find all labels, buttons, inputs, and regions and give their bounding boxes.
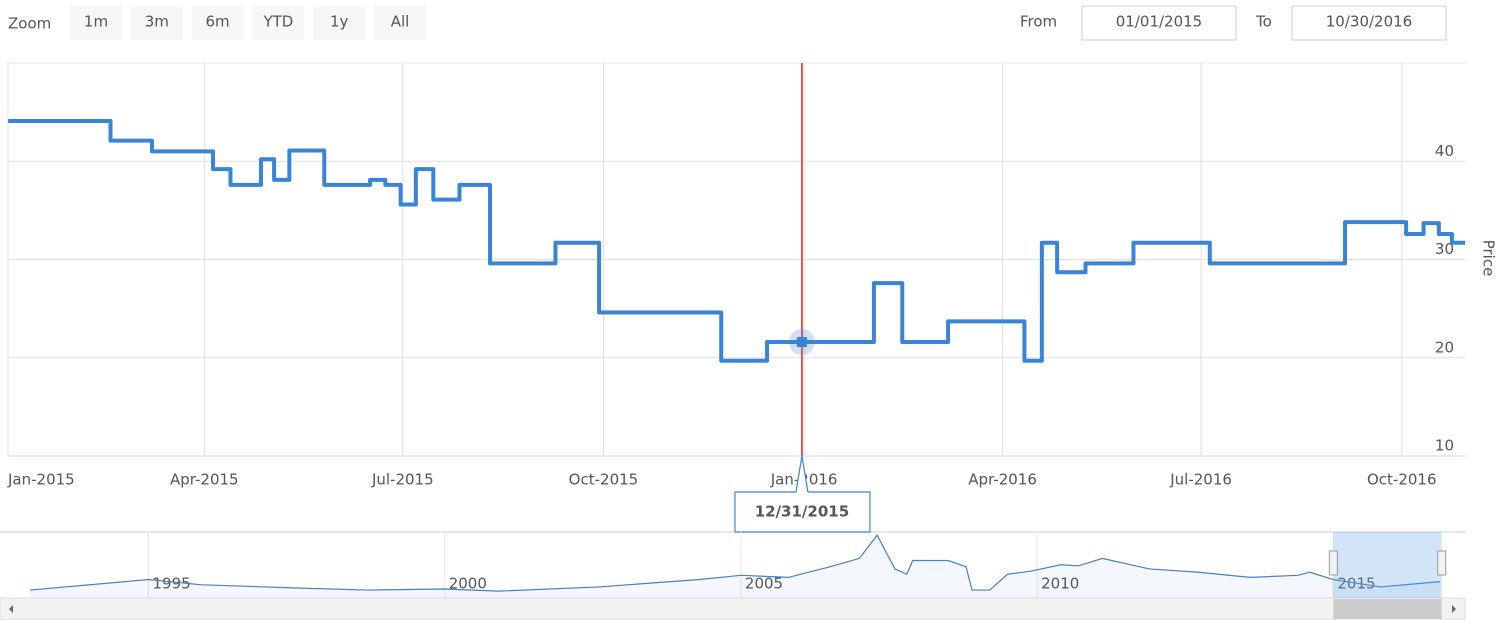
navigator-tick-label: 2000 xyxy=(449,575,487,593)
price-line xyxy=(8,118,1465,363)
navigator-tick-label: 1995 xyxy=(152,575,190,593)
navigator-handle[interactable] xyxy=(1437,550,1447,576)
zoom-label: Zoom xyxy=(8,15,51,33)
x-tick-label: Oct-2015 xyxy=(569,471,639,489)
zoom-button-label[interactable]: 1y xyxy=(330,13,349,31)
scrollbar-thumb[interactable] xyxy=(1333,599,1442,619)
tooltip-label: 12/31/2015 xyxy=(755,503,849,521)
y-tick-label: 30 xyxy=(1435,240,1454,258)
to-input[interactable] xyxy=(1291,5,1447,41)
scrollbar-track[interactable] xyxy=(0,597,1466,620)
zoom-button[interactable] xyxy=(252,6,305,40)
zoom-button[interactable] xyxy=(374,6,426,40)
hover-point xyxy=(796,337,807,348)
navigator-tick-label: 2005 xyxy=(745,575,783,593)
y-tick-label: 20 xyxy=(1435,338,1454,356)
x-tick-label: Oct-2016 xyxy=(1367,471,1437,489)
navigator-area xyxy=(30,535,1440,598)
scroll-right[interactable] xyxy=(1452,605,1456,613)
zoom-button[interactable] xyxy=(70,6,122,40)
zoom-button-label[interactable]: 6m xyxy=(206,13,230,31)
y-tick-label: 40 xyxy=(1435,142,1454,160)
y-tick-label: 10 xyxy=(1435,437,1454,455)
zoom-button-label[interactable]: All xyxy=(391,13,410,31)
zoom-button-label[interactable]: 3m xyxy=(145,13,169,31)
to-label: To xyxy=(1255,13,1272,31)
x-tick-label: Apr-2016 xyxy=(968,471,1037,489)
to-value[interactable]: 10/30/2016 xyxy=(1326,13,1412,31)
tooltip-box xyxy=(734,455,871,533)
x-tick-label: Jul-2016 xyxy=(1169,471,1232,489)
x-tick-label: Jul-2015 xyxy=(371,471,434,489)
y-axis-label: Price xyxy=(1480,240,1498,277)
zoom-button[interactable] xyxy=(130,6,183,40)
navigator-line xyxy=(29,534,1441,592)
navigator-selection xyxy=(1333,532,1442,598)
x-tick-label: Apr-2015 xyxy=(170,471,239,489)
navigator-handle[interactable] xyxy=(1328,550,1338,576)
from-label: From xyxy=(1020,13,1057,31)
zoom-button-label[interactable]: 1m xyxy=(84,13,108,31)
from-value[interactable]: 01/01/2015 xyxy=(1116,13,1202,31)
zoom-button[interactable] xyxy=(313,6,366,40)
scroll-left[interactable] xyxy=(9,605,13,613)
zoom-button-label[interactable]: YTD xyxy=(262,13,293,31)
zoom-button[interactable] xyxy=(191,6,244,40)
navigator-tick-label: 2010 xyxy=(1041,575,1079,593)
x-tick-label: Jan-2015 xyxy=(7,471,75,489)
from-input[interactable] xyxy=(1081,5,1237,41)
